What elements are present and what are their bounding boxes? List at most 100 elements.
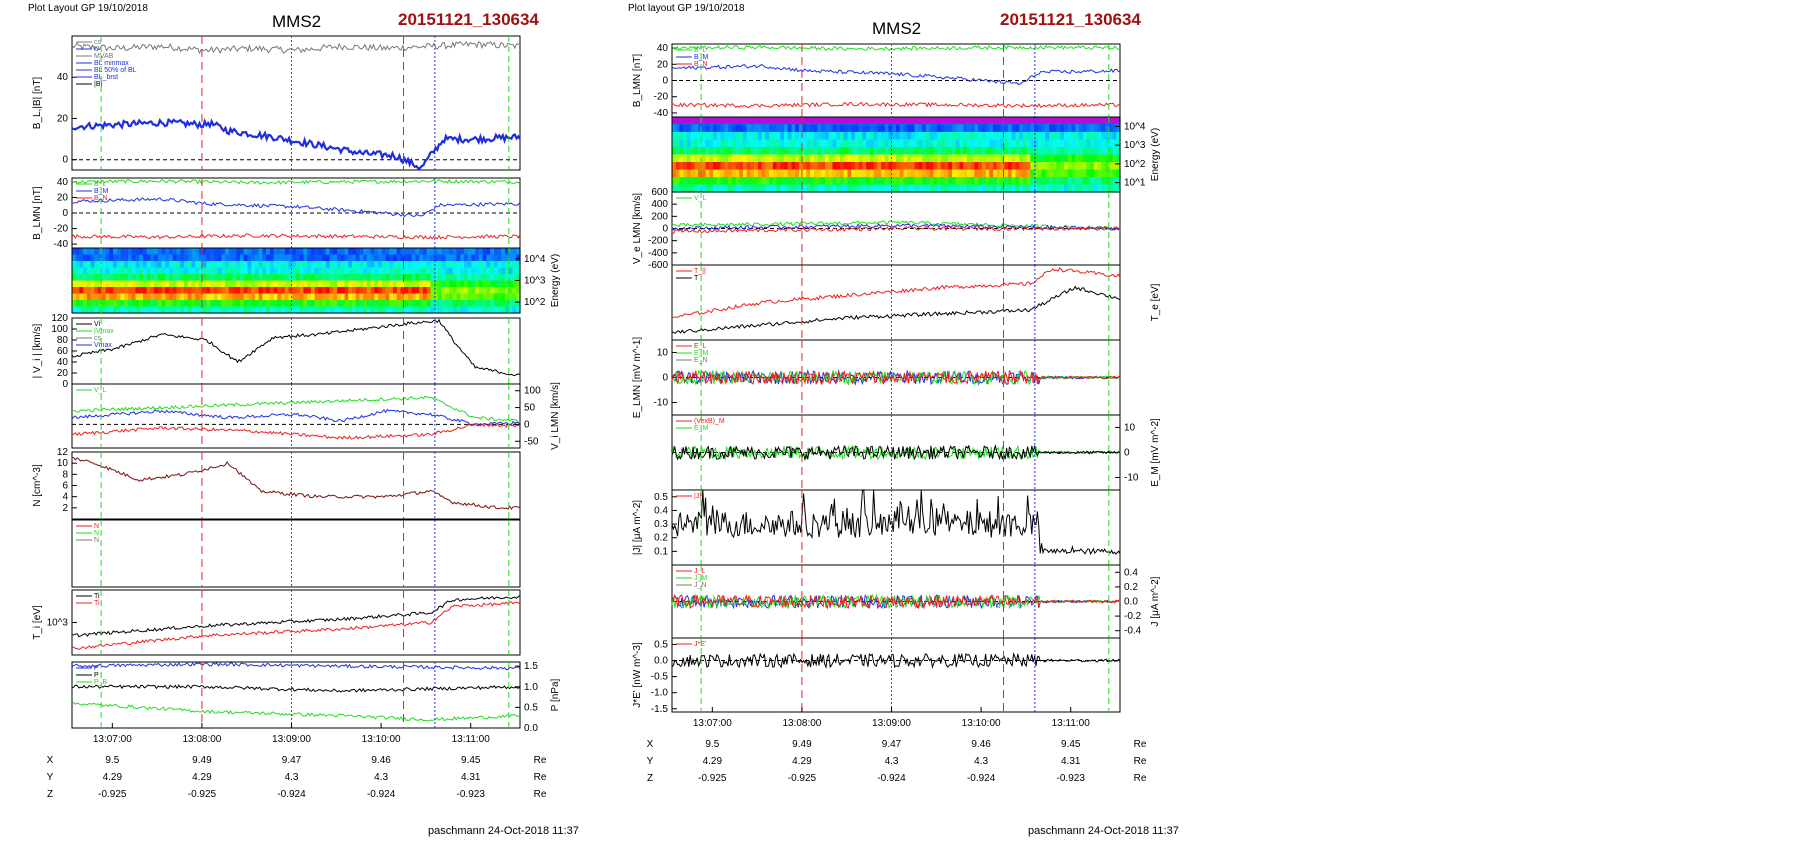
heatmap-cell: [340, 261, 346, 269]
heatmap-cell: [359, 248, 364, 256]
heatmap-cell: [888, 132, 893, 141]
heatmap-cell: [899, 147, 905, 156]
heatmap-cell: [1026, 169, 1031, 178]
heatmap-cell: [784, 169, 789, 178]
heatmap-cell: [1090, 169, 1095, 178]
heatmap-cell: [985, 169, 990, 178]
heatmap-cell: [396, 306, 402, 314]
heatmap-cell: [728, 184, 733, 193]
heatmap-cell: [1015, 184, 1020, 193]
heatmap-cell: [79, 287, 84, 295]
position-value: 9.47: [882, 739, 902, 750]
heatmap-cell: [993, 124, 998, 133]
heatmap-cell: [75, 293, 81, 301]
heatmap-cell: [873, 124, 878, 133]
heatmap-cell: [1078, 139, 1084, 148]
heatmap-cell: [113, 248, 118, 256]
heatmap-cell: [161, 287, 166, 295]
heatmap-cell: [213, 300, 219, 308]
heatmap-cell: [348, 287, 353, 295]
heatmap-cell: [806, 162, 811, 171]
heatmap-cell: [98, 261, 103, 269]
heatmap-cell: [348, 248, 353, 256]
y-axis-label: E_M [mV m^-2]: [1150, 418, 1161, 487]
heatmap-cell: [922, 154, 927, 163]
heatmap-cell: [493, 300, 499, 308]
heatmap-cell: [445, 261, 450, 269]
heatmap-cell: [176, 274, 181, 282]
series-V_L: [671, 220, 1121, 231]
heatmap-cell: [787, 132, 793, 141]
heatmap-cell: [813, 177, 819, 186]
heatmap-cell: [154, 280, 159, 288]
heatmap-cell: [873, 169, 878, 178]
heatmap-cell: [686, 147, 692, 156]
heatmap-cell: [202, 248, 207, 256]
heatmap-cell: [381, 248, 387, 256]
heatmap-cell: [232, 248, 237, 256]
position-value: 4.3: [374, 772, 388, 783]
heatmap-cell: [813, 154, 819, 163]
heatmap-cell: [105, 293, 110, 301]
heatmap-cell: [247, 267, 252, 275]
heatmap-cell: [467, 280, 473, 288]
heatmap-cell: [180, 287, 185, 295]
heatmap-cell: [854, 184, 860, 193]
heatmap-cell: [426, 300, 431, 308]
heatmap-cell: [221, 267, 226, 275]
heatmap-cell: [512, 306, 517, 314]
heatmap-cell: [780, 177, 785, 186]
heatmap-cell: [236, 287, 241, 295]
heatmap-cell: [862, 154, 867, 163]
heatmap-cell: [899, 177, 905, 186]
heatmap-cell: [862, 162, 867, 171]
heatmap-cell: [180, 274, 185, 282]
position-value: -0.924: [277, 789, 306, 800]
heatmap-cell: [456, 306, 461, 314]
heatmap-cell: [963, 124, 968, 133]
heatmap-cell: [754, 124, 759, 133]
heatmap-cell: [374, 248, 379, 256]
heatmap-cell: [150, 274, 155, 282]
heatmap-cell: [739, 132, 744, 141]
heatmap-cell: [739, 184, 744, 193]
right-event-id: 20151121_130634: [1000, 10, 1141, 29]
y-tick-label: 6: [62, 481, 68, 492]
heatmap-cell: [131, 300, 137, 308]
heatmap-cell: [731, 139, 737, 148]
heatmap-cell: [359, 267, 364, 275]
heatmap-cell: [411, 254, 417, 262]
heatmap-cell: [75, 306, 81, 314]
heatmap-cell: [240, 293, 245, 301]
heatmap-cell: [120, 293, 125, 301]
heatmap-cell: [169, 274, 174, 282]
heatmap-cell: [791, 147, 796, 156]
heatmap-cell: [404, 300, 409, 308]
heatmap-cell: [337, 280, 342, 288]
heatmap-cell: [501, 306, 506, 314]
heatmap-cell: [310, 293, 316, 301]
heatmap-cell: [437, 267, 443, 275]
heatmap-cell: [672, 139, 677, 148]
heatmap-cell: [821, 147, 826, 156]
panel-frame: [671, 637, 1121, 713]
heatmap-cell: [1049, 124, 1054, 133]
heatmap-cell: [873, 154, 878, 163]
heatmap-cell: [157, 254, 163, 262]
heatmap-cell: [370, 280, 375, 288]
heatmap-cell: [892, 154, 897, 163]
heatmap-cell: [225, 280, 230, 288]
heatmap-cell: [1071, 184, 1076, 193]
heatmap-cell: [1067, 147, 1073, 156]
series-Te_red: [671, 267, 1121, 319]
heatmap-cell: [761, 177, 766, 186]
heatmap-cell: [828, 139, 834, 148]
heatmap-cell: [1004, 169, 1009, 178]
heatmap-cell: [989, 177, 994, 186]
heatmap-cell: [493, 274, 499, 282]
heatmap-cell: [940, 177, 946, 186]
heatmap-cell: [787, 169, 793, 178]
heatmap-cell: [98, 274, 103, 282]
heatmap-cell: [348, 274, 353, 282]
heatmap-cell: [955, 177, 961, 186]
